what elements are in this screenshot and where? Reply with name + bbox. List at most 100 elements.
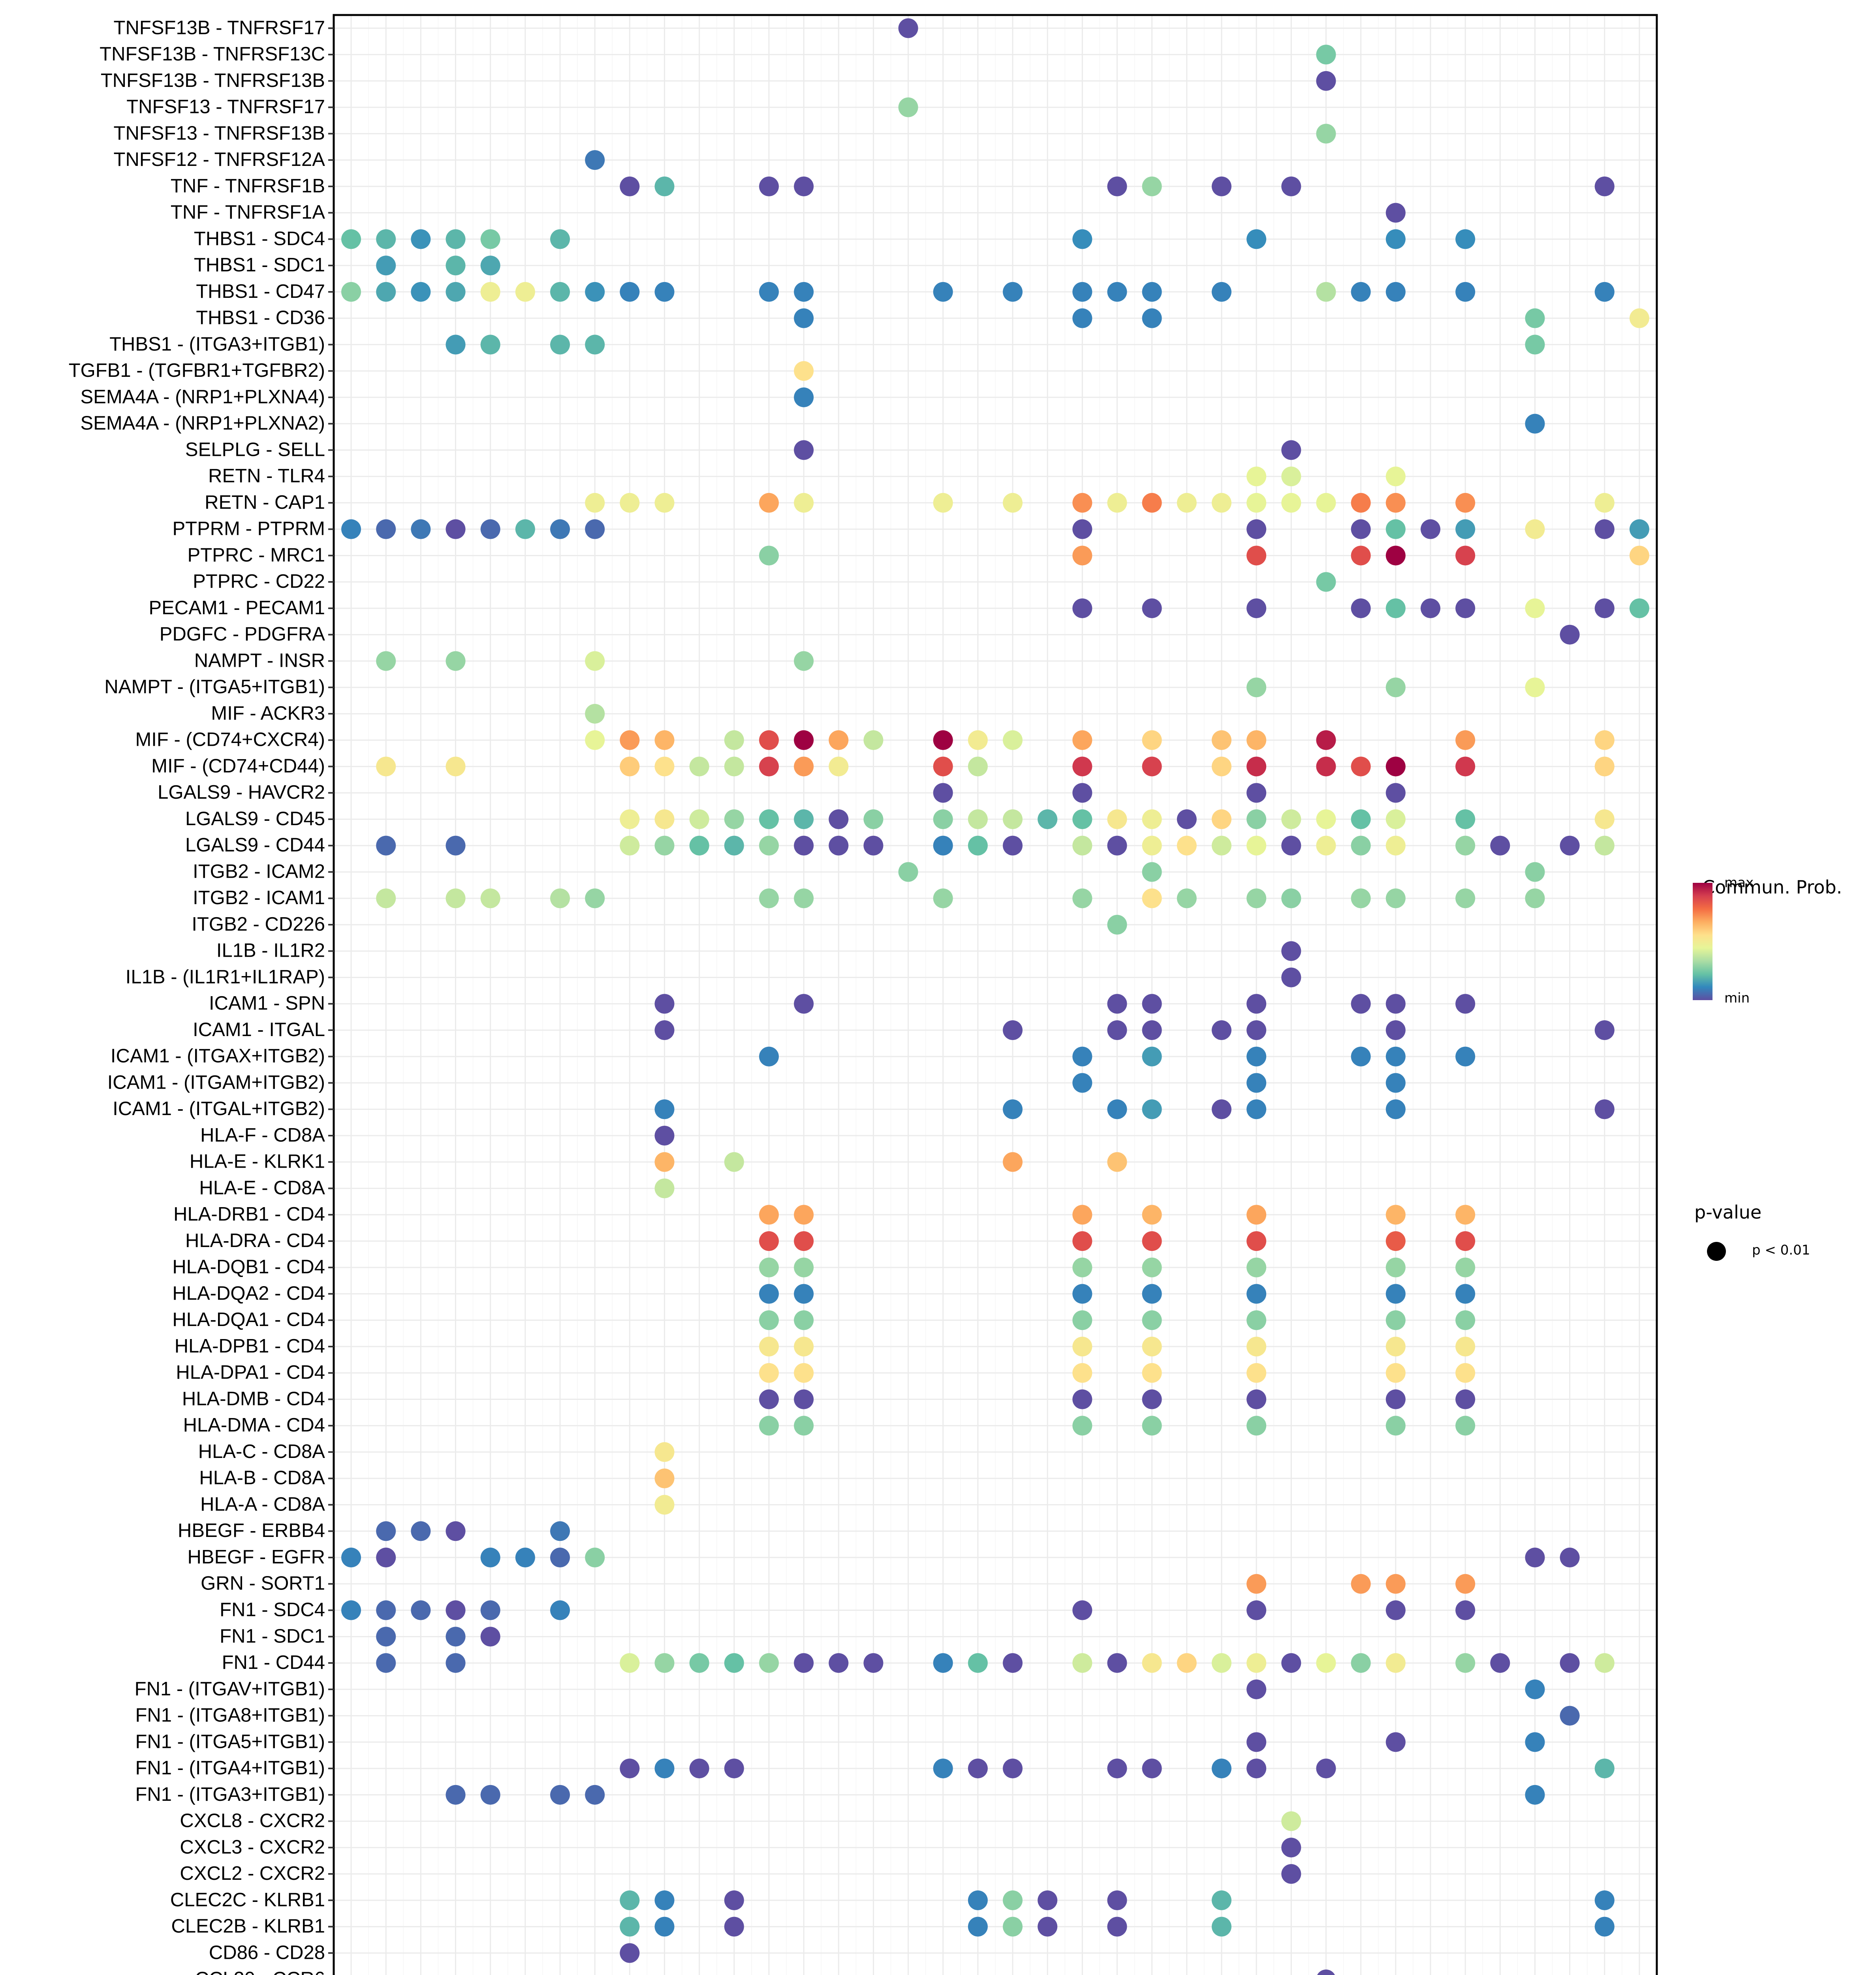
legend-color-title: Commun. Prob.	[1702, 877, 1842, 898]
data-point	[1142, 1257, 1162, 1277]
data-point	[1281, 493, 1301, 513]
y-tick-label: TNF - TNFRSF1B	[171, 175, 325, 197]
data-point	[620, 756, 640, 777]
data-point	[654, 282, 675, 302]
data-point	[1003, 282, 1023, 302]
data-point	[1107, 835, 1127, 856]
data-point	[1385, 1416, 1406, 1436]
data-point	[1594, 730, 1615, 750]
data-point	[1629, 519, 1649, 539]
data-point	[376, 256, 396, 276]
data-point	[794, 387, 814, 407]
data-point	[1490, 1653, 1510, 1673]
data-point	[1072, 835, 1092, 856]
data-point	[933, 756, 953, 777]
data-point	[654, 1099, 675, 1119]
data-point	[585, 493, 605, 513]
data-point	[1246, 1099, 1267, 1119]
data-point	[1246, 466, 1267, 487]
data-point	[1246, 730, 1267, 750]
data-point	[829, 835, 849, 856]
data-point	[794, 756, 814, 777]
y-tick-label: HLA-E - CD8A	[199, 1177, 325, 1198]
data-point	[1455, 598, 1476, 618]
data-point	[1281, 1838, 1301, 1858]
data-point	[933, 809, 953, 829]
data-point	[863, 809, 883, 829]
data-point	[654, 1020, 675, 1040]
data-point	[1142, 1046, 1162, 1066]
y-tick-label: HLA-DRB1 - CD4	[173, 1204, 325, 1225]
data-point	[1072, 1046, 1092, 1066]
y-tick-label: FN1 - (ITGA5+ITGB1)	[135, 1731, 325, 1752]
data-point	[794, 1416, 814, 1436]
y-tick-label: THBS1 - CD36	[196, 307, 325, 329]
data-point	[1455, 888, 1476, 908]
data-point	[1316, 730, 1336, 750]
data-point	[1142, 1310, 1162, 1330]
data-point	[376, 888, 396, 908]
data-point	[724, 1653, 744, 1673]
data-point	[620, 176, 640, 196]
data-point	[1107, 914, 1127, 935]
y-tick-label: ICAM1 - (ITGAL+ITGB2)	[113, 1098, 325, 1119]
y-tick-label: HLA-DQB1 - CD4	[172, 1256, 325, 1278]
y-tick-label: FN1 - (ITGA3+ITGB1)	[135, 1784, 325, 1805]
y-tick-label: CXCL2 - CXCR2	[180, 1863, 325, 1884]
data-point	[933, 282, 953, 302]
data-point	[1246, 1231, 1267, 1251]
y-tick-label: TNFSF12 - TNFRSF12A	[114, 149, 325, 170]
data-point	[1560, 1653, 1580, 1673]
y-tick-label: HLA-B - CD8A	[199, 1467, 325, 1489]
data-point	[1246, 809, 1267, 829]
data-point	[585, 1785, 605, 1805]
data-point	[724, 1152, 744, 1172]
data-point	[1525, 414, 1545, 434]
data-point	[759, 545, 779, 566]
data-point	[1107, 994, 1127, 1014]
y-tick-label: TNFSF13B - TNFRSF13C	[100, 43, 325, 65]
data-point	[550, 1548, 570, 1568]
data-point	[1072, 1284, 1092, 1304]
data-point	[480, 256, 500, 276]
y-tick-label: TNFSF13B - TNFRSF17	[114, 17, 325, 38]
data-point	[1525, 519, 1545, 539]
data-point	[1246, 519, 1267, 539]
data-point	[1385, 229, 1406, 249]
data-point	[1142, 1389, 1162, 1409]
y-axis: TNFSF13B - TNFRSF17 TNFSF13B - TNFRSF13C T…	[69, 17, 334, 1975]
data-point	[654, 1890, 675, 1910]
data-point	[1525, 862, 1545, 882]
data-point	[1246, 1020, 1267, 1040]
data-point	[1246, 1679, 1267, 1699]
data-point	[1142, 730, 1162, 750]
data-point	[1351, 519, 1371, 539]
data-point	[968, 730, 988, 750]
data-point	[759, 1205, 779, 1225]
data-point	[1072, 308, 1092, 328]
y-tick-label: THBS1 - CD47	[196, 281, 325, 302]
data-point	[585, 888, 605, 908]
y-tick-label: HLA-E - KLRK1	[190, 1151, 325, 1172]
data-point	[1317, 1969, 1335, 1975]
data-point	[1212, 1653, 1232, 1673]
data-point	[585, 335, 605, 355]
data-point	[1455, 493, 1476, 513]
data-point	[1594, 1020, 1615, 1040]
data-point	[1594, 1653, 1615, 1673]
data-point	[1281, 941, 1301, 961]
data-point	[1385, 1257, 1406, 1277]
data-point	[1142, 809, 1162, 829]
y-tick-label: MIF - (CD74+CXCR4)	[135, 729, 325, 750]
data-point	[654, 1759, 675, 1779]
data-point	[1003, 1152, 1023, 1172]
data-point	[1385, 1205, 1406, 1225]
data-point	[1281, 1864, 1301, 1884]
data-point	[794, 809, 814, 829]
data-point	[1281, 466, 1301, 487]
data-point	[550, 1785, 570, 1805]
data-point	[654, 1442, 675, 1462]
data-point	[1385, 1231, 1406, 1251]
data-point	[1490, 835, 1510, 856]
y-tick-label: LGALS9 - CD45	[185, 808, 325, 830]
